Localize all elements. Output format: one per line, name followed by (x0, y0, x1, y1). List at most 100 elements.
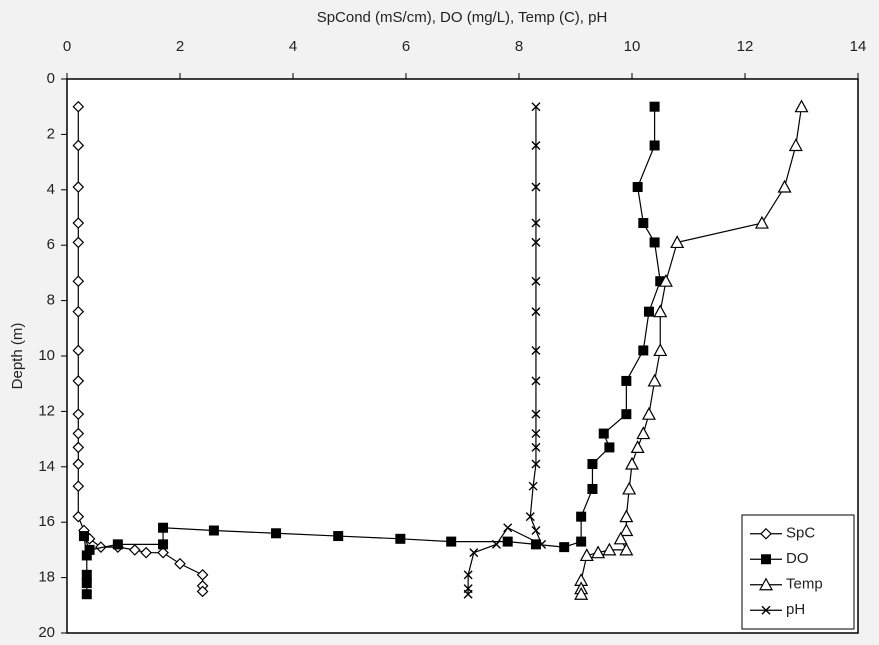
marker (630, 440, 645, 454)
marker (531, 102, 541, 112)
x-tick-label: 8 (515, 38, 523, 55)
marker (208, 525, 219, 536)
marker (531, 345, 541, 355)
plot-area (66, 78, 859, 634)
marker (158, 522, 169, 533)
marker (638, 218, 649, 229)
marker (649, 140, 660, 151)
marker (196, 568, 209, 581)
marker (649, 237, 660, 248)
y-tick-label: 2 (47, 125, 55, 142)
marker (531, 140, 541, 150)
x-axis-title: SpCond (mS/cm), DO (mg/L), Temp (C), pH (317, 9, 608, 26)
x-tick-label: 0 (63, 38, 71, 55)
marker (491, 539, 501, 549)
marker (647, 373, 662, 387)
legend-label: Temp (786, 576, 823, 593)
marker (395, 533, 406, 544)
marker (537, 539, 547, 549)
x-tick-label: 14 (850, 38, 867, 55)
marker (112, 539, 123, 550)
marker (72, 139, 85, 152)
marker (81, 569, 92, 580)
marker (446, 536, 457, 547)
marker (531, 429, 541, 439)
marker (531, 237, 541, 247)
y-tick-label: 8 (47, 292, 55, 309)
legend-marker (758, 577, 774, 591)
marker (777, 179, 792, 193)
marker (531, 459, 541, 469)
marker (619, 509, 634, 523)
marker (670, 235, 685, 249)
marker (653, 304, 668, 318)
marker (72, 305, 85, 318)
marker (72, 217, 85, 229)
marker (525, 512, 535, 522)
marker (531, 376, 541, 386)
marker (574, 586, 589, 600)
marker (619, 523, 634, 537)
marker (643, 306, 654, 317)
y-tick-label: 0 (47, 70, 55, 87)
marker (140, 546, 152, 559)
marker (638, 345, 649, 356)
marker (72, 408, 85, 421)
marker (788, 138, 803, 152)
marker (621, 409, 632, 420)
marker (598, 428, 609, 439)
marker (530, 539, 541, 550)
marker (794, 99, 809, 113)
marker (72, 441, 85, 454)
marker (754, 215, 769, 229)
marker (619, 542, 634, 556)
marker (72, 375, 85, 387)
marker (81, 550, 92, 561)
marker (72, 458, 85, 470)
marker (81, 589, 92, 600)
marker (72, 344, 85, 357)
legend-marker (761, 554, 771, 565)
marker (174, 557, 186, 570)
marker (622, 481, 637, 495)
marker (503, 523, 513, 533)
marker (72, 236, 85, 249)
marker (632, 182, 643, 193)
marker (84, 544, 95, 555)
legend-label: DO (786, 550, 809, 567)
legend-label: pH (786, 601, 805, 618)
x-tick-label: 6 (402, 38, 410, 55)
marker (641, 406, 656, 420)
y-tick-label: 20 (38, 624, 55, 641)
marker (196, 585, 209, 598)
marker (621, 375, 632, 386)
marker (78, 531, 89, 542)
y-tick-label: 16 (38, 513, 55, 530)
y-tick-label: 12 (38, 402, 55, 419)
legend-label: SpC (786, 525, 815, 542)
marker (157, 546, 169, 559)
y-tick-label: 18 (38, 569, 55, 586)
y-tick-label: 4 (47, 181, 55, 198)
marker (658, 273, 673, 287)
marker (531, 182, 541, 192)
marker (463, 589, 473, 599)
marker (636, 426, 651, 440)
legend-marker (761, 605, 771, 615)
marker (531, 276, 541, 286)
y-tick-label: 14 (38, 458, 55, 475)
y-tick-label: 6 (47, 236, 55, 253)
marker (72, 181, 85, 193)
marker (72, 100, 85, 113)
marker (463, 570, 473, 580)
marker (591, 545, 606, 559)
marker (531, 307, 541, 317)
marker (587, 483, 598, 494)
marker (271, 528, 282, 539)
x-tick-label: 10 (624, 38, 641, 55)
marker (579, 548, 594, 562)
marker (649, 101, 660, 112)
marker (72, 275, 85, 288)
